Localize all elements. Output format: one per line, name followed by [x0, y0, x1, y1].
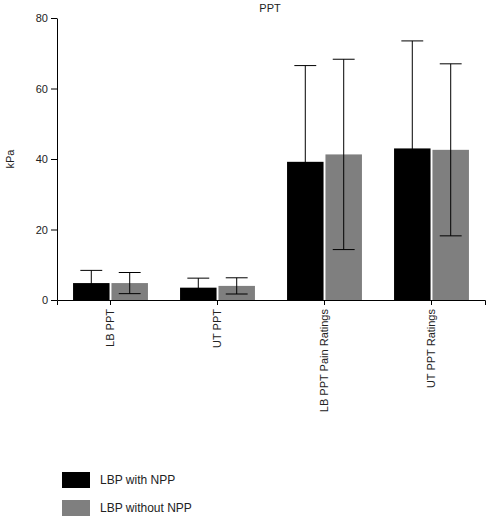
x-axis-line [58, 301, 486, 306]
error-bar [401, 41, 423, 256]
x-tick-mark [110, 300, 111, 305]
error-bar-line [294, 258, 316, 259]
error-bar [226, 278, 248, 294]
y-tick-mark [51, 89, 57, 90]
error-bar-line [450, 64, 451, 236]
y-axis: 0 20 40 60 80 [36, 12, 58, 306]
y-axis-line [57, 19, 58, 301]
error-bar-line [440, 235, 462, 236]
x-tick: LB PPT [104, 300, 116, 347]
legend-swatch [62, 472, 90, 488]
x-tick: UT PPT Ratings [425, 300, 437, 388]
error-bar-line [129, 273, 130, 294]
y-tick: 0 [42, 294, 57, 306]
error-bars [80, 41, 461, 297]
y-tick-label: 80 [36, 12, 48, 24]
error-bar [119, 273, 141, 294]
y-tick-label: 40 [36, 153, 48, 165]
legend-label: LBP with NPP [100, 473, 175, 487]
x-tick: UT PPT [211, 300, 223, 348]
y-tick-mark [51, 300, 57, 301]
error-bar-line [119, 293, 141, 294]
error-bar-line [80, 295, 102, 296]
x-tick-mark [217, 300, 218, 305]
error-bar-line [343, 59, 344, 249]
error-bar-line [198, 278, 199, 297]
error-bar-line [412, 41, 413, 256]
legend: LBP with NPP LBP without NPP [62, 472, 192, 516]
x-tick-label: UT PPT [211, 309, 223, 348]
x-tick-label: UT PPT Ratings [425, 309, 437, 389]
error-bar-line [119, 272, 141, 273]
legend-swatch [62, 500, 90, 516]
error-bar-line [187, 278, 209, 279]
error-bar-line [226, 277, 248, 278]
error-bar [187, 278, 209, 297]
y-tick: 20 [36, 224, 57, 236]
error-bar [80, 270, 102, 295]
error-bar [294, 66, 316, 258]
x-tick-label: LB PPT [104, 309, 116, 347]
error-bar [333, 59, 355, 249]
y-tick-label: 20 [36, 224, 48, 236]
x-tick: LB PPT Pain Ratings [318, 300, 330, 412]
error-bar-line [333, 249, 355, 250]
x-axis: LB PPT UT PPT LB PPT Pain Ratings UT PPT Ra… [58, 300, 486, 412]
y-tick-label: 60 [36, 83, 48, 95]
error-bar-line [305, 66, 306, 258]
y-tick-mark [51, 18, 57, 19]
x-tick-label: LB PPT Pain Ratings [318, 309, 330, 413]
error-bar-line [401, 255, 423, 256]
chart: PPT 0 20 40 60 80 kPa LB PPT UT PPT LB PPT Pain R… [0, 0, 486, 517]
y-tick: 80 [36, 12, 57, 24]
y-tick: 60 [36, 83, 57, 95]
y-axis-title: kPa [4, 149, 16, 169]
error-bar-line [333, 59, 355, 60]
error-bar-line [294, 65, 316, 66]
bars [73, 148, 469, 300]
error-bar-line [80, 270, 102, 271]
y-tick-mark [51, 230, 57, 231]
y-tick-mark [51, 159, 57, 160]
y-tick: 40 [36, 153, 57, 165]
y-tick-label: 0 [42, 294, 48, 306]
title: PPT [259, 2, 281, 14]
error-bar-line [236, 278, 237, 294]
error-bar-line [187, 297, 209, 298]
error-bar [440, 64, 462, 236]
error-bar-line [401, 40, 423, 41]
error-bar-line [440, 63, 462, 64]
x-tick-mark [324, 300, 325, 305]
error-bar-line [91, 270, 92, 295]
error-bar-line [226, 294, 248, 295]
x-tick-mark [431, 300, 432, 305]
legend-label: LBP without NPP [100, 501, 192, 515]
